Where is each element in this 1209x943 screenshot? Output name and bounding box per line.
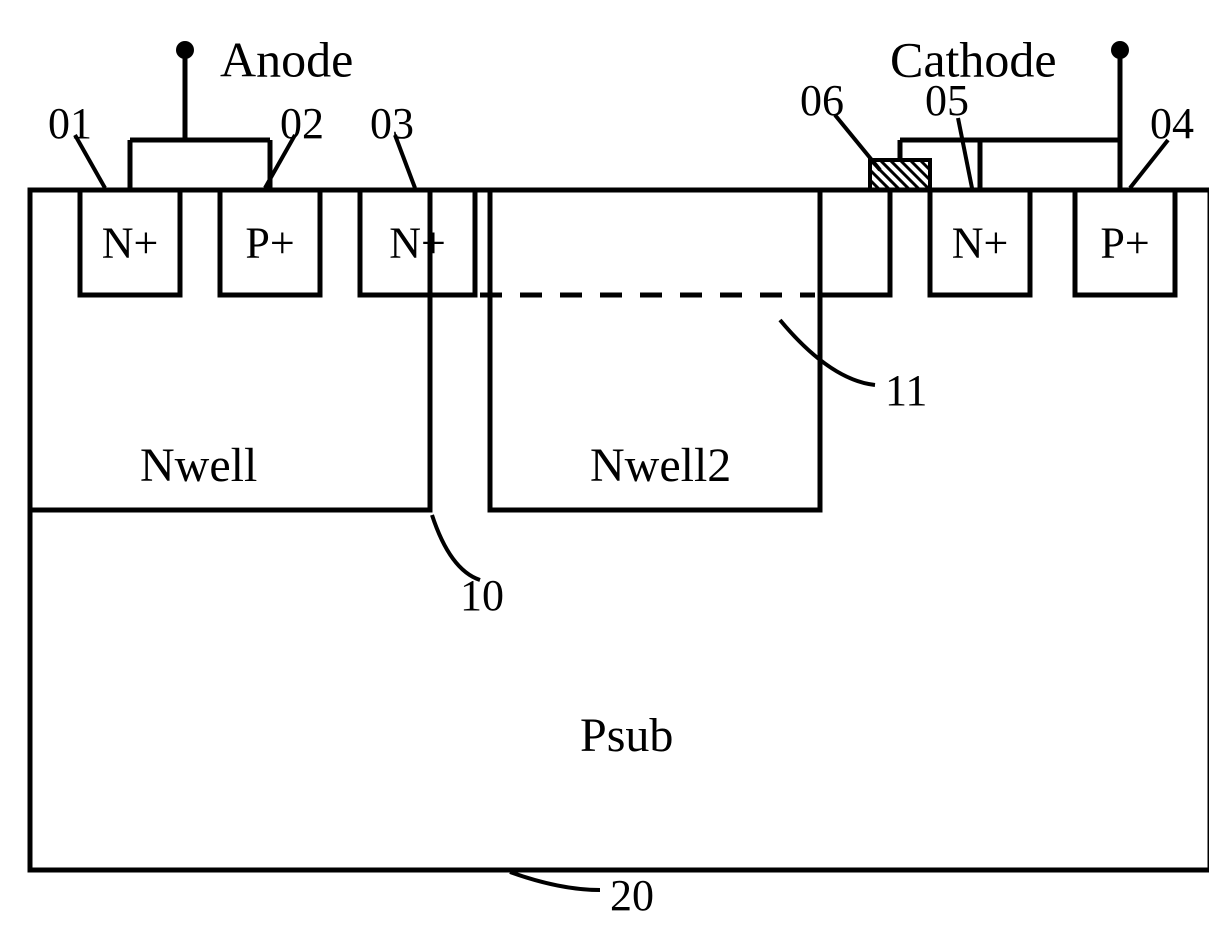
- well-label-nwell: Nwell: [140, 439, 257, 492]
- ref-label-10: 10: [460, 571, 504, 620]
- ref-leader-05: [958, 118, 972, 188]
- ref-label-05: 05: [925, 76, 969, 125]
- doped-label-d05: N+: [952, 219, 1009, 268]
- drift-region: [820, 190, 890, 295]
- gate-hatch: [870, 170, 890, 190]
- gate-hatch: [910, 160, 930, 180]
- ref-label-20: 20: [610, 871, 654, 920]
- ref-label-03: 03: [370, 99, 414, 148]
- ref-leader-11: [780, 320, 875, 385]
- doped-label-d04: P+: [1100, 219, 1149, 268]
- anode-terminal-dot: [176, 41, 194, 59]
- ref-leader-20: [510, 872, 600, 890]
- semiconductor-cross-section: Psub Nwell Nwell2 N+ P+ N+ N+ P+ Anode Cathode 01 0…: [20, 20, 1209, 923]
- anode-label: Anode: [220, 31, 353, 87]
- doped-label-d02: P+: [245, 219, 294, 268]
- ref-label-01: 01: [48, 99, 92, 148]
- doped-label-d01: N+: [102, 219, 159, 268]
- cathode-label: Cathode: [890, 31, 1057, 87]
- ref-label-04: 04: [1150, 99, 1194, 148]
- diagram-svg: Psub Nwell Nwell2 N+ P+ N+ N+ P+ Anode Cathode 01 0…: [20, 20, 1209, 923]
- well-label-nwell2: Nwell2: [590, 439, 731, 492]
- substrate-label: Psub: [580, 709, 673, 762]
- ref-leader-06: [835, 115, 880, 170]
- ref-leader-04: [1130, 140, 1168, 188]
- ref-label-02: 02: [280, 99, 324, 148]
- gate: [870, 160, 930, 190]
- cathode-terminal-dot: [1111, 41, 1129, 59]
- ref-label-11: 11: [885, 366, 927, 415]
- doped-label-d03: N+: [389, 219, 446, 268]
